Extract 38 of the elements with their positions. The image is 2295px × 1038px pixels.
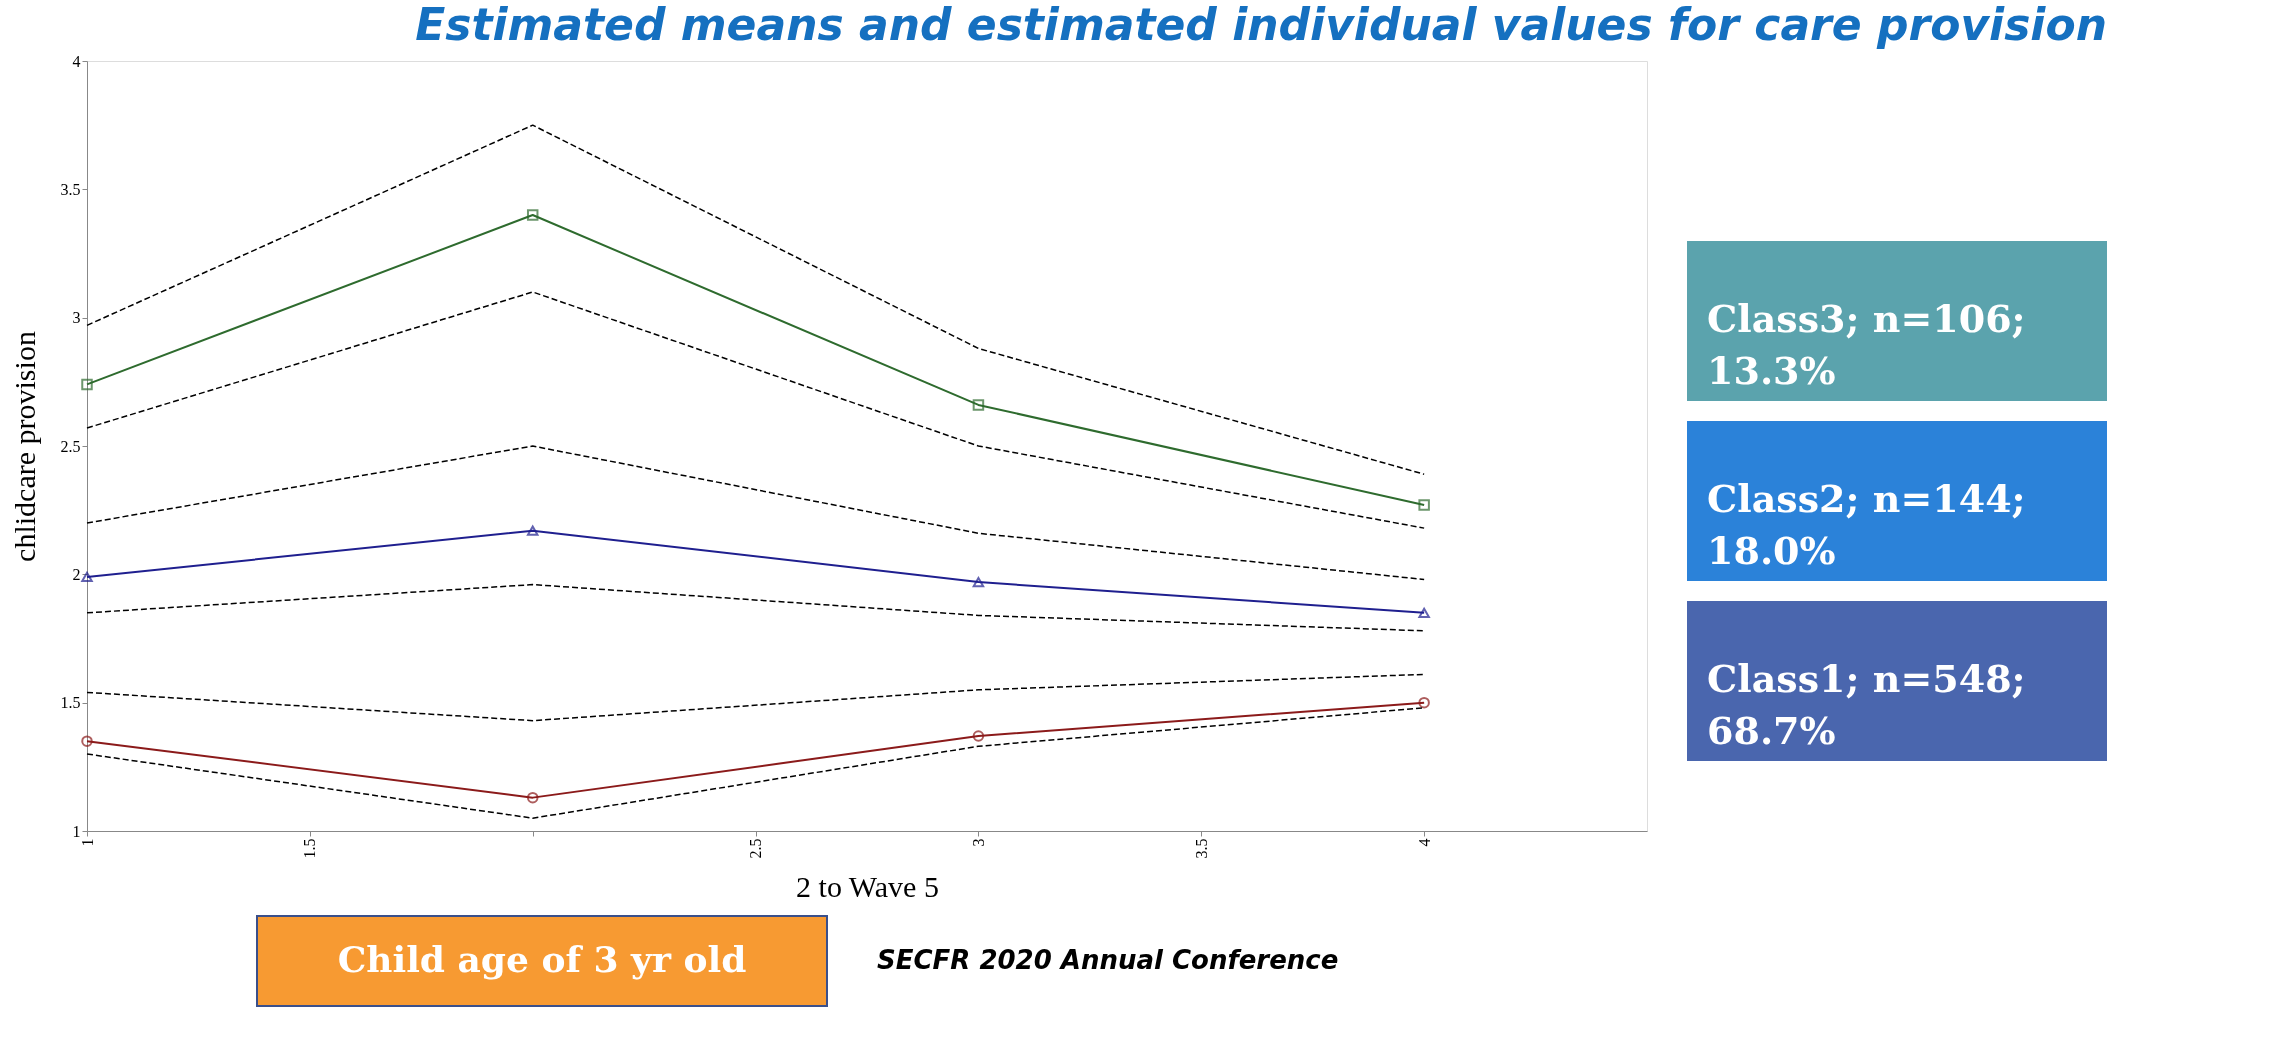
line-series — [86, 673, 1425, 722]
y-axis-title: chlidcare provision — [7, 331, 41, 562]
text: Class2; n=144; 18.0% — [1707, 476, 2026, 573]
point — [526, 209, 539, 221]
x-tick-label: 1 — [78, 838, 96, 847]
point — [81, 735, 93, 747]
point — [526, 791, 539, 804]
y-tick-label: 4 — [72, 52, 81, 70]
point — [81, 571, 93, 583]
point — [972, 576, 985, 588]
line-series — [86, 583, 1425, 632]
line-series — [86, 124, 1425, 475]
x-tick-label: 1.5 — [301, 838, 319, 859]
y-tick-label: 1.5 — [60, 694, 81, 712]
chart-title: Estimated means and estimated individual values for care provision — [415, 0, 2107, 50]
line-series — [86, 445, 1425, 581]
point — [972, 730, 985, 742]
y-tick-label: 2.5 — [60, 437, 81, 455]
point — [526, 525, 539, 536]
y-tick-label: 2 — [72, 565, 81, 583]
x-tick-label: 3.5 — [1192, 838, 1210, 859]
text: SECFR 2020 Annual Conference — [877, 945, 1339, 975]
text: Child age of 3 yr old — [337, 938, 747, 980]
line-series — [86, 707, 1425, 819]
point — [1418, 499, 1430, 511]
point — [1418, 696, 1430, 709]
x-tick-label: 3 — [969, 838, 987, 847]
line-series — [86, 291, 1425, 529]
point — [81, 378, 93, 391]
x-tick-label: 4 — [1415, 838, 1433, 847]
point — [972, 399, 985, 411]
text: Class3; n=106; 13.3% — [1707, 296, 2026, 393]
text: Class1; n=548; 68.7% — [1707, 656, 2026, 753]
y-tick-label: 3.5 — [60, 180, 81, 198]
x-axis-title: 2 to Wave 5 — [796, 869, 939, 903]
x-tick-label: 2.5 — [747, 838, 765, 859]
y-tick-label: 3 — [72, 309, 81, 327]
point — [1418, 607, 1430, 618]
